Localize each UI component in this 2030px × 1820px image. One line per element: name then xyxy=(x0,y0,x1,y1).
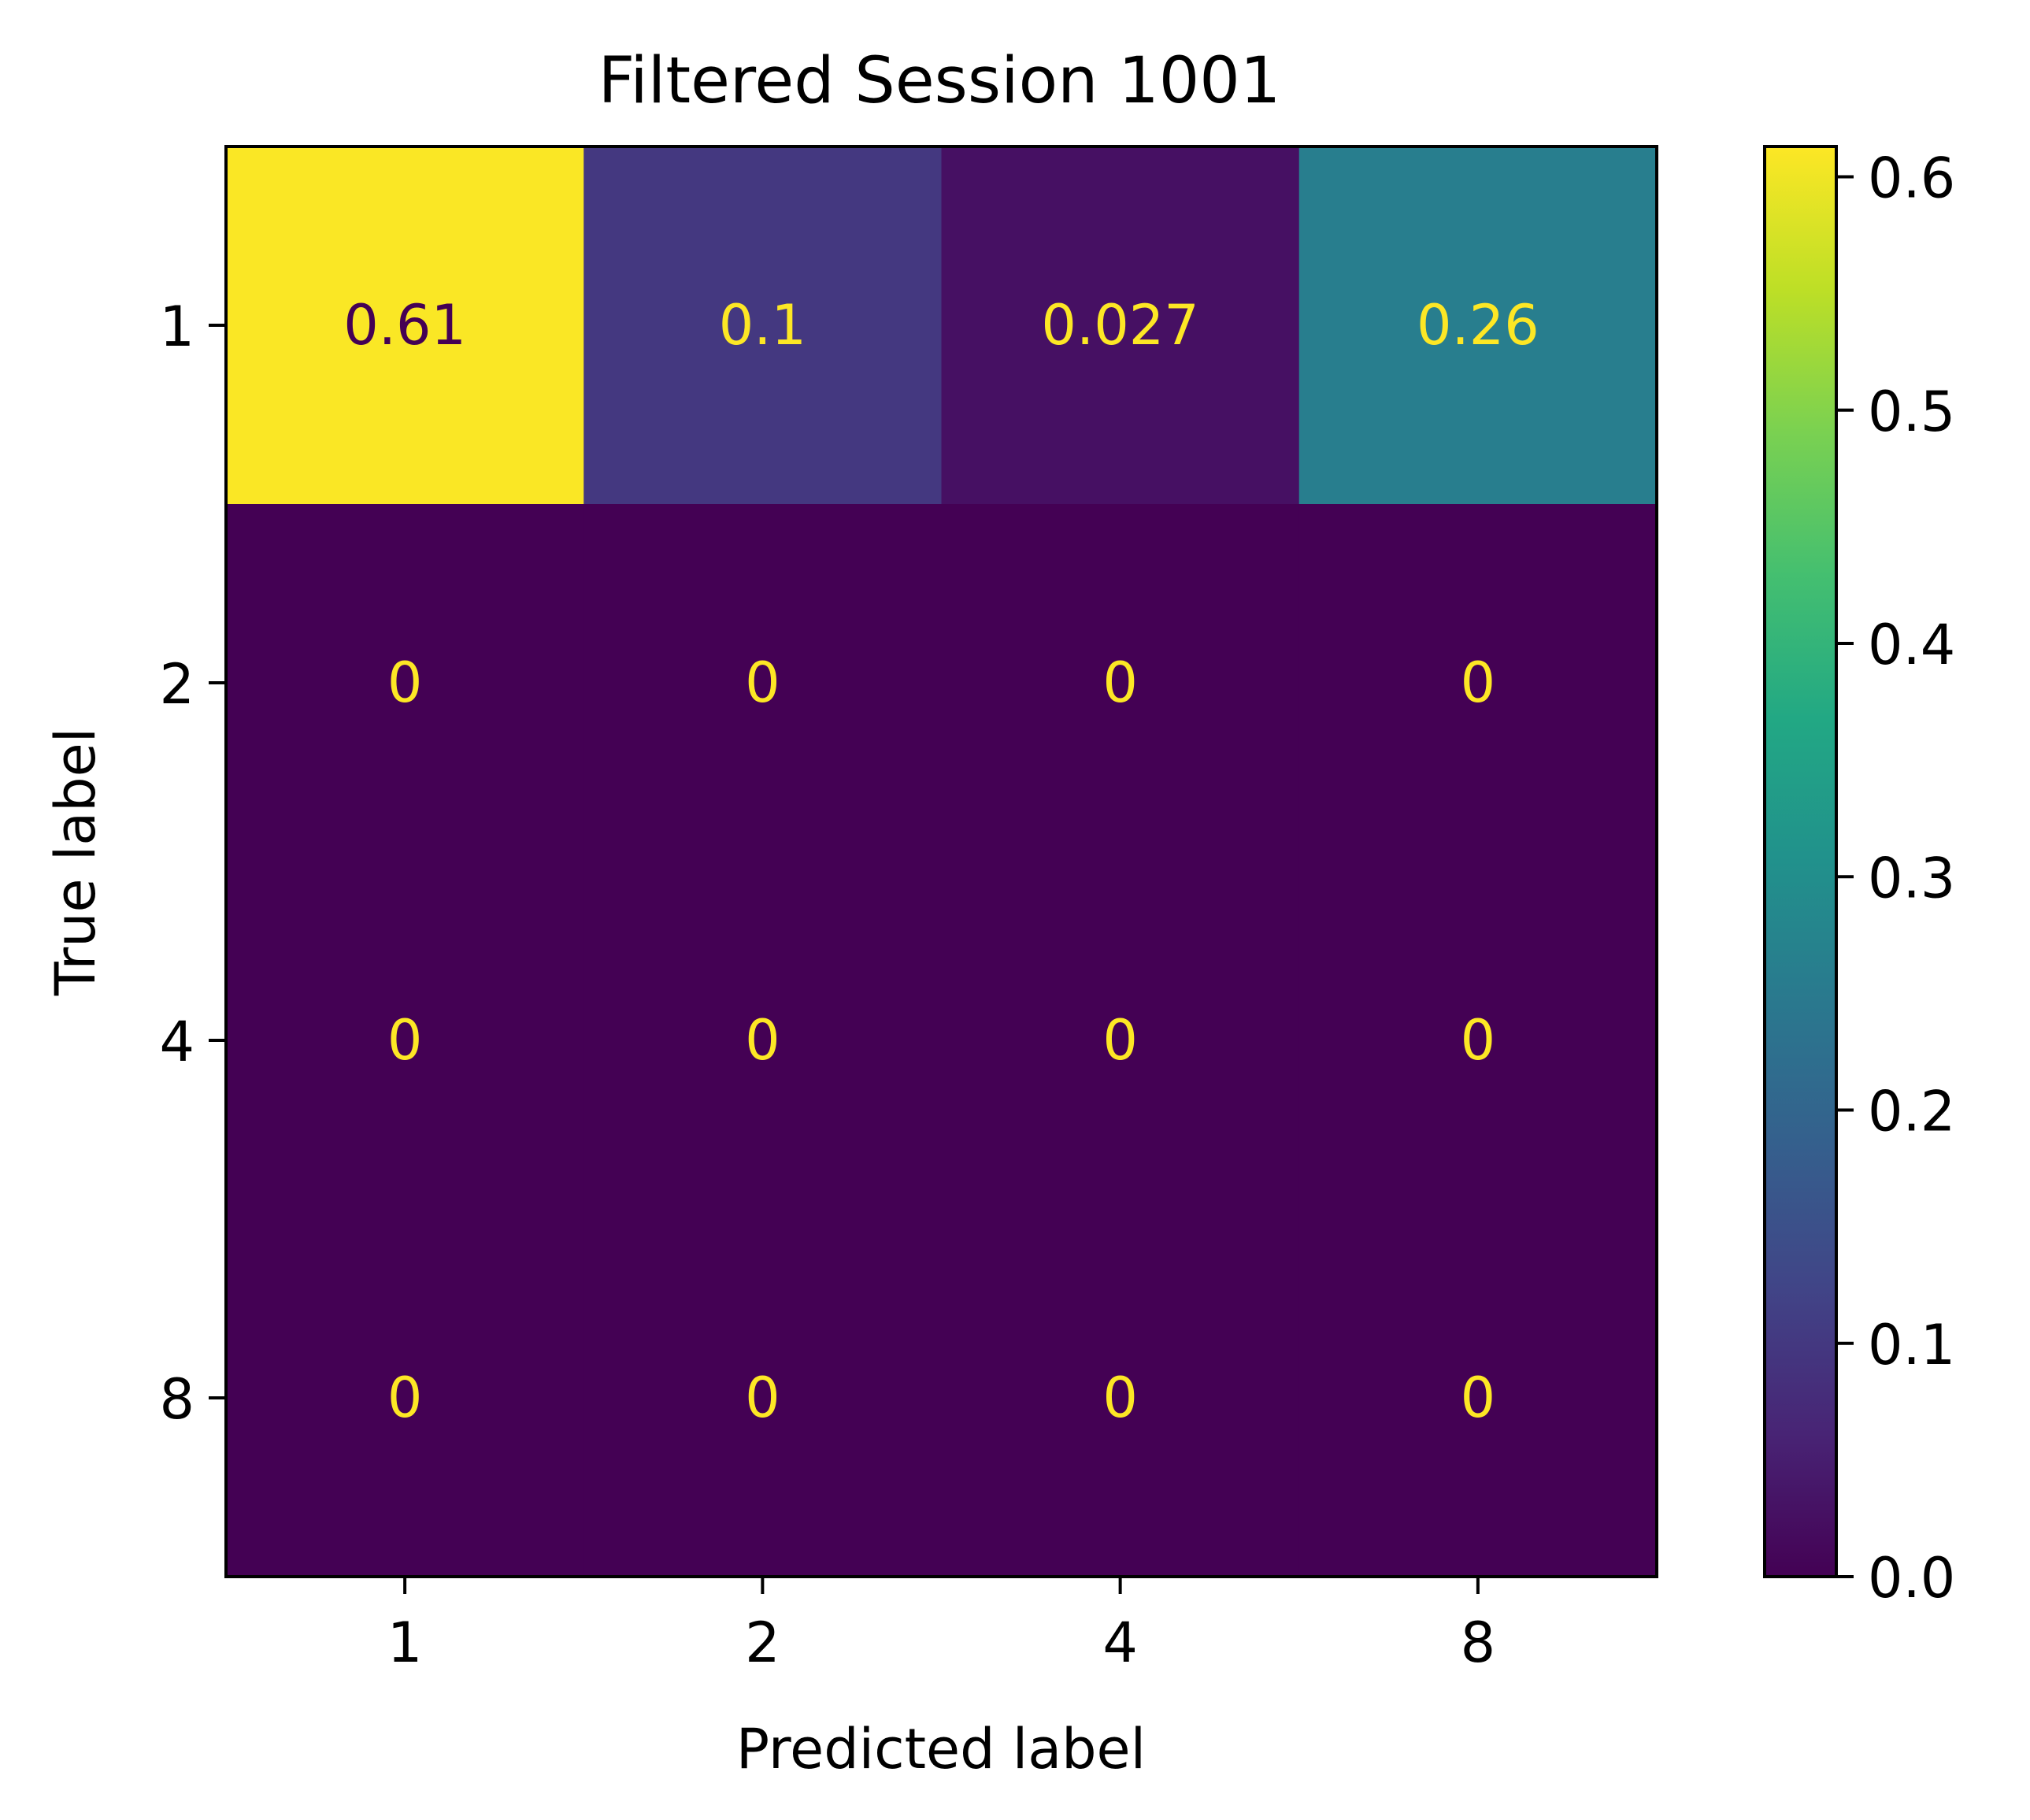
x-tick-label: 1 xyxy=(387,1611,423,1675)
heatmap-cell xyxy=(583,504,942,862)
colorbar-ticks: 0.0 0.1 0.2 0.3 0.4 0.5 0.6 xyxy=(1836,146,1955,1611)
colorbar-tick-label: 0.6 xyxy=(1868,146,1955,211)
y-axis-label: True label xyxy=(43,728,108,996)
y-axis-ticks: 1 2 4 8 xyxy=(159,295,226,1432)
cell-value-label: 0 xyxy=(745,1366,780,1430)
colorbar-tick-label: 0.2 xyxy=(1868,1080,1955,1144)
y-tick-label: 8 xyxy=(159,1367,194,1432)
cell-value-label: 0 xyxy=(1461,1008,1496,1073)
y-tick-label: 4 xyxy=(159,1010,194,1074)
cell-value-label: 0 xyxy=(387,651,423,715)
heatmap-cell xyxy=(583,862,942,1220)
colorbar-tick-label: 0.1 xyxy=(1868,1313,1955,1377)
heatmap-cell xyxy=(226,1219,584,1577)
heatmap-cell xyxy=(941,862,1300,1220)
cell-value-label: 0 xyxy=(387,1366,423,1430)
cell-value-label: 0 xyxy=(1461,651,1496,715)
cell-value-label: 0 xyxy=(1461,1366,1496,1430)
y-tick-label: 1 xyxy=(159,295,194,359)
heatmap-cell xyxy=(583,1219,942,1577)
heatmap-cell xyxy=(1298,862,1658,1220)
y-tick-label: 2 xyxy=(159,652,194,717)
cell-value-label: 0.26 xyxy=(1417,293,1539,358)
x-axis-ticks: 1 2 4 8 xyxy=(387,1577,1495,1675)
x-tick-label: 2 xyxy=(745,1611,780,1675)
heatmap-cell xyxy=(226,862,584,1220)
chart-title: Filtered Session 1001 xyxy=(598,44,1281,118)
heatmap-cell xyxy=(1298,1219,1658,1577)
colorbar-tick-label: 0.4 xyxy=(1868,613,1955,677)
heatmap-cell xyxy=(1298,504,1658,862)
cell-value-label: 0 xyxy=(1102,1366,1138,1430)
x-tick-label: 8 xyxy=(1461,1611,1496,1675)
cell-value-label: 0 xyxy=(745,651,780,715)
heatmap-cell xyxy=(941,1219,1300,1577)
x-tick-label: 4 xyxy=(1102,1611,1138,1675)
heatmap-cell xyxy=(226,504,584,862)
cell-value-label: 0.61 xyxy=(343,293,466,358)
cell-value-label: 0 xyxy=(387,1008,423,1073)
cell-value-label: 0.027 xyxy=(1041,293,1198,358)
colorbar xyxy=(1763,145,1838,1578)
heatmap-cell xyxy=(226,146,584,505)
x-axis-label: Predicted label xyxy=(736,1717,1146,1781)
heatmap-cells xyxy=(226,146,1658,1577)
heatmap-cell xyxy=(941,146,1300,505)
colorbar-tick-label: 0.0 xyxy=(1868,1546,1955,1611)
heatmap-cell xyxy=(1298,146,1658,505)
axes-frame xyxy=(224,145,1658,1578)
colorbar-tick-label: 0.5 xyxy=(1868,380,1955,444)
heatmap-value-labels: 0.61 0.1 0.027 0.26 0 0 0 0 0 0 0 0 0 0 0 0 xyxy=(343,293,1539,1430)
cell-value-label: 0 xyxy=(1102,651,1138,715)
heatmap-cell xyxy=(941,504,1300,862)
heatmap-cell xyxy=(583,146,942,505)
cell-value-label: 0 xyxy=(745,1008,780,1073)
cell-value-label: 0.1 xyxy=(719,293,806,358)
cell-value-label: 0 xyxy=(1102,1008,1138,1073)
colorbar-tick-label: 0.3 xyxy=(1868,846,1955,910)
